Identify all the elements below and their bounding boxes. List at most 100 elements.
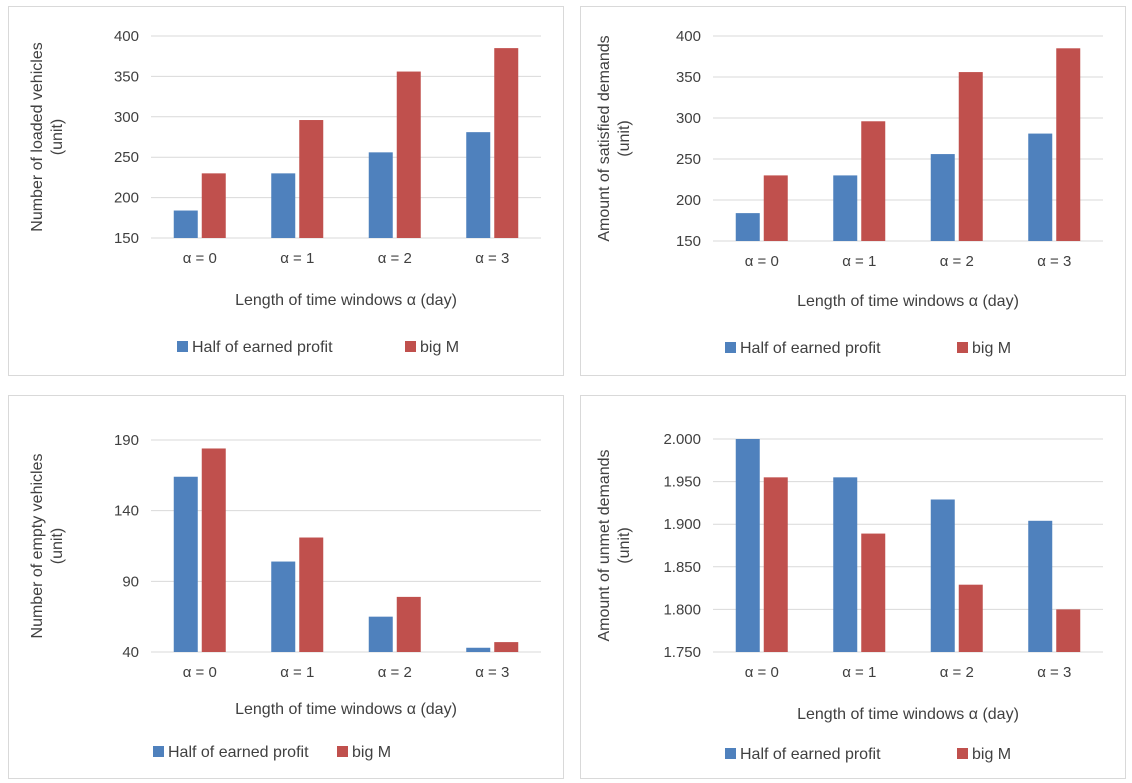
chart-svg: 1.750 1.800 1.850 1.900 1.950 2.000 α = 0 α = 1… xyxy=(596,431,1103,763)
bar-big-m-1 xyxy=(299,537,324,652)
y-tick-label: 250 xyxy=(114,149,139,166)
bar-half-profit-2 xyxy=(930,499,955,652)
y-tick-label: 250 xyxy=(676,151,701,168)
y-tick-label: 1.750 xyxy=(663,644,701,661)
y-tick-label: 300 xyxy=(676,110,701,127)
x-tick-label: α = 2 xyxy=(940,253,974,270)
y-tick-label: 350 xyxy=(676,69,701,86)
y-tick-label: 190 xyxy=(114,432,139,449)
y-tick-label: 400 xyxy=(114,28,139,45)
y-axis-label: (unit) xyxy=(49,528,66,564)
bar-half-profit-1 xyxy=(833,175,858,241)
bar-half-profit-0 xyxy=(735,439,760,652)
bar-half-profit-3 xyxy=(1028,133,1053,241)
bar-big-m-3 xyxy=(1056,48,1081,241)
legend-swatch xyxy=(153,746,164,757)
legend-label: big M xyxy=(972,746,1011,763)
x-tick-label: α = 1 xyxy=(842,664,876,681)
x-tick-label: α = 0 xyxy=(183,664,217,681)
legend-swatch xyxy=(337,746,348,757)
bar-big-m-3 xyxy=(1056,609,1081,652)
chart-panel-unmet-demands: 1.750 1.800 1.850 1.900 1.950 2.000 α = 0 α = 1… xyxy=(580,395,1126,779)
legend-label: big M xyxy=(420,339,459,356)
bar-big-m-3 xyxy=(494,642,519,652)
chart-panel-empty-vehicles: 40 90 140 190 α = 0 α = 1 α = 2 α = 3 Length of … xyxy=(8,395,564,779)
y-tick-label: 1.950 xyxy=(663,474,701,491)
legend-label: big M xyxy=(972,340,1011,357)
bar-half-profit-0 xyxy=(173,210,198,238)
y-tick-label: 1.850 xyxy=(663,559,701,576)
bar-half-profit-1 xyxy=(271,173,296,238)
bar-big-m-2 xyxy=(396,596,421,652)
chart-svg: 150 200 250 300 350 400 α = 0 α = 1 α = 2 α = 3 Le… xyxy=(596,28,1103,357)
x-tick-label: α = 3 xyxy=(475,664,509,681)
x-tick-label: α = 2 xyxy=(378,250,412,267)
bar-big-m-1 xyxy=(861,121,886,241)
bar-half-profit-0 xyxy=(735,213,760,241)
bar-big-m-1 xyxy=(861,533,886,652)
legend-swatch xyxy=(957,748,968,759)
x-tick-label: α = 1 xyxy=(280,250,314,267)
y-axis-label: Amount of unmet demands xyxy=(596,449,613,641)
x-axis-label: Length of time windows α (day) xyxy=(797,706,1019,723)
bar-half-profit-3 xyxy=(466,647,491,652)
bar-big-m-1 xyxy=(299,120,324,238)
legend-swatch xyxy=(405,341,416,352)
legend-label: Half of earned profit xyxy=(740,746,881,763)
x-tick-label: α = 2 xyxy=(940,664,974,681)
x-tick-label: α = 0 xyxy=(745,664,779,681)
x-axis-label: Length of time windows α (day) xyxy=(235,292,457,309)
bar-big-m-2 xyxy=(958,72,983,241)
bar-half-profit-2 xyxy=(368,152,393,238)
x-tick-label: α = 2 xyxy=(378,664,412,681)
x-axis-label: Length of time windows α (day) xyxy=(235,701,457,718)
chart-panel-satisfied-demands: 150 200 250 300 350 400 α = 0 α = 1 α = 2 α = 3 Le… xyxy=(580,6,1126,376)
x-tick-label: α = 0 xyxy=(183,250,217,267)
y-axis-label: (unit) xyxy=(616,527,633,563)
y-tick-label: 2.000 xyxy=(663,431,701,448)
bar-half-profit-3 xyxy=(1028,520,1053,652)
y-axis-label: Amount of satisfied demands xyxy=(596,35,613,241)
bar-big-m-0 xyxy=(763,477,788,652)
x-tick-label: α = 1 xyxy=(280,664,314,681)
x-tick-label: α = 3 xyxy=(1037,253,1071,270)
bar-half-profit-2 xyxy=(368,616,393,652)
bar-half-profit-1 xyxy=(833,477,858,652)
y-tick-label: 200 xyxy=(114,190,139,207)
legend-label: big M xyxy=(352,744,391,761)
y-axis-label: (unit) xyxy=(49,119,66,155)
x-tick-label: α = 0 xyxy=(745,253,779,270)
x-axis-label: Length of time windows α (day) xyxy=(797,293,1019,310)
x-tick-label: α = 1 xyxy=(842,253,876,270)
chart-svg: 150 200 250 300 350 400 α = 0 α = 1 α = 2 α = 3 Le… xyxy=(29,28,541,356)
y-tick-label: 1.900 xyxy=(663,516,701,533)
legend-swatch xyxy=(957,342,968,353)
x-tick-label: α = 3 xyxy=(475,250,509,267)
y-tick-label: 200 xyxy=(676,192,701,209)
bar-half-profit-1 xyxy=(271,561,296,652)
legend-label: Half of earned profit xyxy=(740,340,881,357)
y-tick-label: 150 xyxy=(114,230,139,247)
y-tick-label: 400 xyxy=(676,28,701,45)
chart-svg: 40 90 140 190 α = 0 α = 1 α = 2 α = 3 Length of … xyxy=(29,432,541,761)
bar-big-m-2 xyxy=(958,584,983,652)
y-tick-label: 140 xyxy=(114,503,139,520)
y-tick-label: 1.800 xyxy=(663,601,701,618)
y-tick-label: 300 xyxy=(114,109,139,126)
bar-half-profit-0 xyxy=(173,476,198,652)
bar-big-m-0 xyxy=(201,448,226,652)
bar-half-profit-3 xyxy=(466,132,491,238)
x-tick-label: α = 3 xyxy=(1037,664,1071,681)
y-axis-label: Number of loaded vehicles xyxy=(29,42,46,231)
bar-big-m-3 xyxy=(494,48,519,239)
chart-panel-loaded-vehicles: 150 200 250 300 350 400 α = 0 α = 1 α = 2 α = 3 Le… xyxy=(8,6,564,376)
bar-half-profit-2 xyxy=(930,154,955,241)
y-tick-label: 40 xyxy=(122,644,139,661)
y-tick-label: 350 xyxy=(114,68,139,85)
y-tick-label: 90 xyxy=(122,573,139,590)
legend-swatch xyxy=(725,748,736,759)
bar-big-m-0 xyxy=(763,175,788,241)
legend-swatch xyxy=(725,342,736,353)
y-axis-label: Number of empty vehicles xyxy=(29,454,46,639)
legend-swatch xyxy=(177,341,188,352)
